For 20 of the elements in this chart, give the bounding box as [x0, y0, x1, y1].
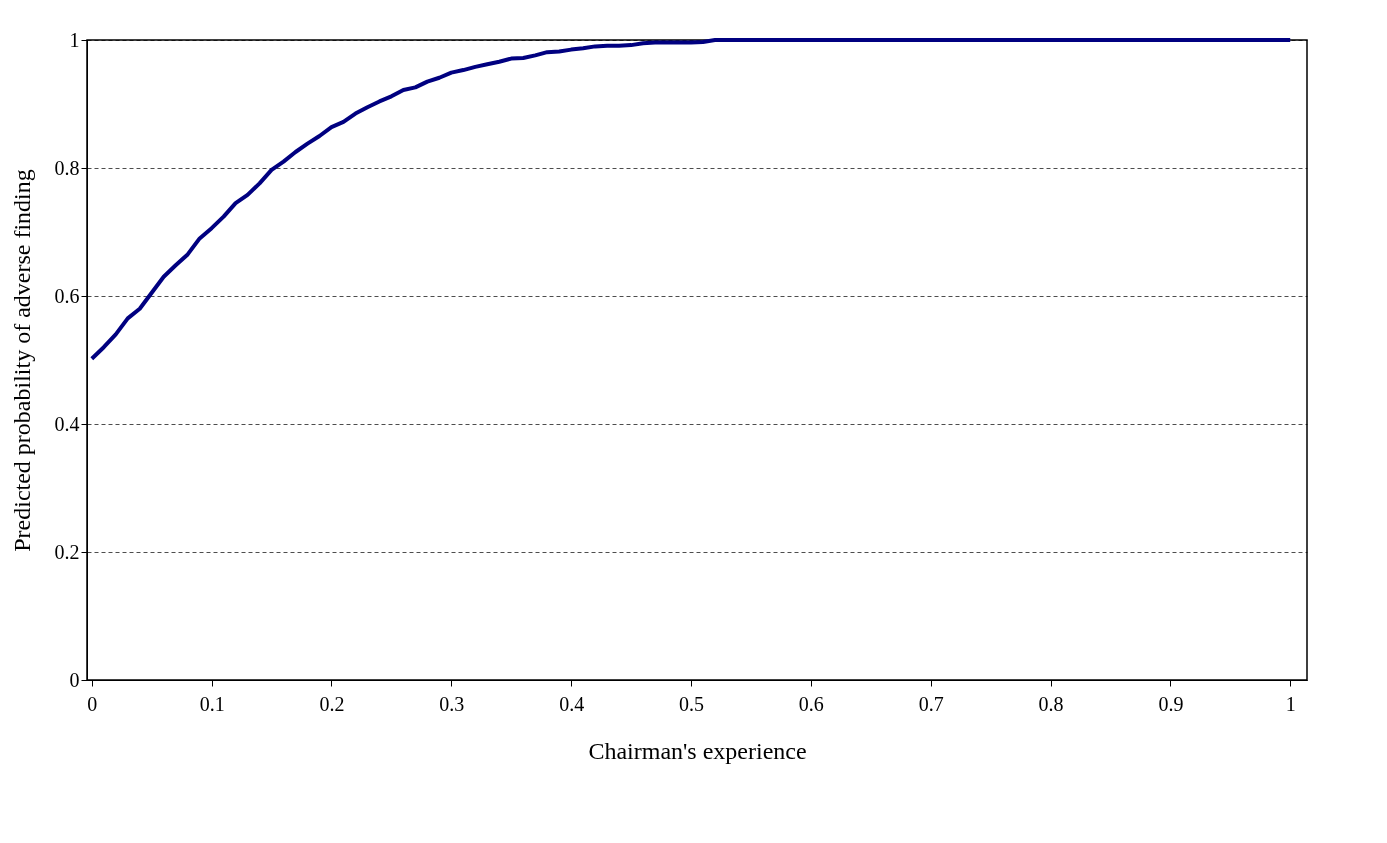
x-tick-label: 0.4 [559, 692, 585, 715]
x-tick-label: 0.2 [319, 692, 345, 715]
x-tick-label: 1 [1285, 692, 1296, 715]
x-tick-label: 0.1 [199, 692, 225, 715]
x-tick-label: 0.6 [798, 692, 824, 715]
x-tick-label: 0.7 [918, 692, 944, 715]
x-tick-label: 0.8 [1038, 692, 1064, 715]
y-tick-label: 0.6 [54, 284, 80, 307]
line-series [89, 38, 1293, 361]
y-tick-label: 0.4 [54, 412, 80, 435]
x-tick-label: 0.5 [679, 692, 705, 715]
y-tick-label: 0.2 [54, 540, 80, 563]
y-tick-label: 0 [69, 668, 80, 691]
x-tick-label: 0 [87, 692, 98, 715]
y-tick-label: 0.8 [54, 156, 80, 179]
x-tick-label: 0.9 [1158, 692, 1184, 715]
x-tick-label: 0.3 [439, 692, 465, 715]
x-axis-title: Chairman's experience [588, 737, 807, 764]
y-axis-title: Predicted probability of adverse finding [8, 169, 35, 552]
y-tick-label: 1 [69, 28, 80, 51]
